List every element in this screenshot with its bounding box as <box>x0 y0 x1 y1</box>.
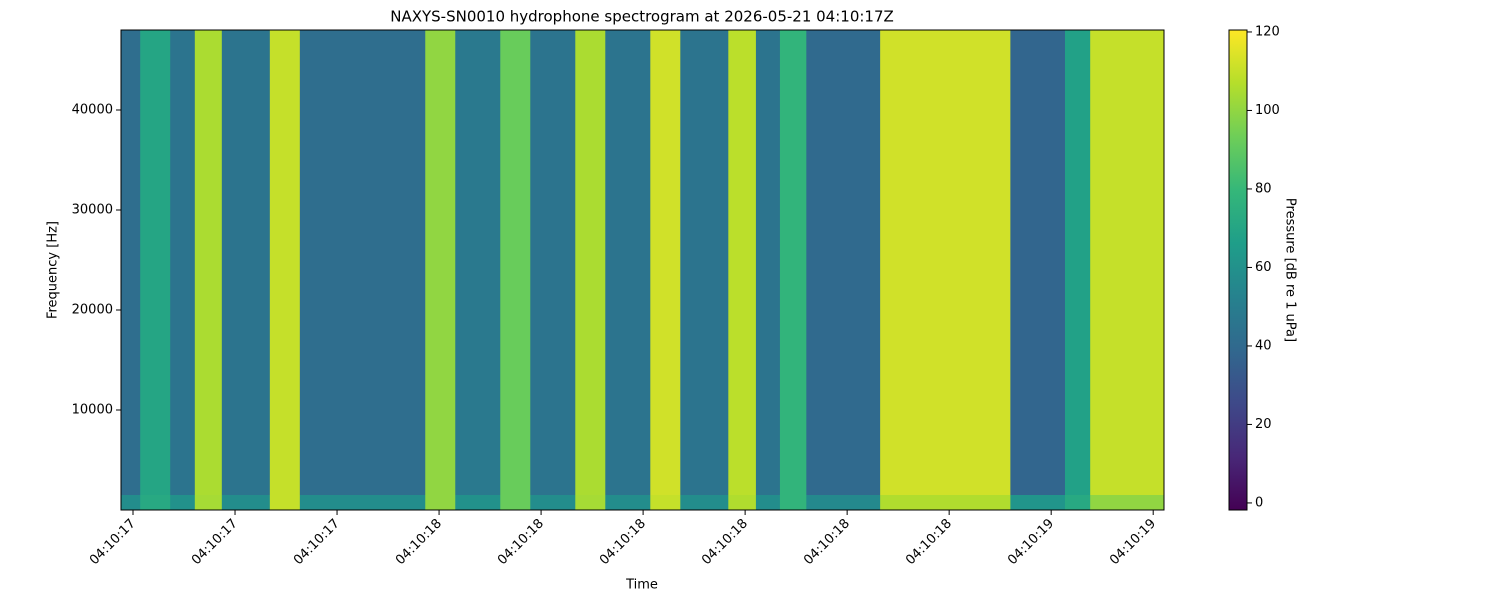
heatmap-cell <box>779 495 807 510</box>
heatmap-cell <box>728 30 757 495</box>
x-tick-label: 04:10:18 <box>393 516 445 568</box>
plot-frame <box>120 29 1165 511</box>
x-tick-label: 04:10:18 <box>699 516 751 568</box>
heatmap-cell <box>500 495 531 510</box>
heatmap-cell <box>755 495 781 510</box>
heatmap-cell <box>1064 30 1091 495</box>
heatmap-cell <box>455 495 501 510</box>
heatmap-cell <box>605 495 651 510</box>
heatmap-cell <box>680 495 729 510</box>
colorbar-label: Pressure [dB re 1 uPa] <box>1283 198 1298 342</box>
heatmap-cell <box>806 495 881 510</box>
heatmap-cell <box>299 495 426 510</box>
heatmap-cell <box>140 30 171 495</box>
heatmap-cell <box>530 30 576 495</box>
heatmap-cell <box>194 495 223 510</box>
x-tick-label: 04:10:17 <box>87 516 139 568</box>
heatmap-cell <box>650 30 681 495</box>
heatmap-cell <box>269 30 301 495</box>
heatmap-cell <box>170 30 196 495</box>
y-tick-label: 30000 <box>72 203 113 218</box>
heatmap-cell <box>121 30 141 495</box>
heatmap-cell <box>650 495 681 510</box>
heatmap-cell <box>1090 30 1165 495</box>
heatmap-cell <box>728 495 757 510</box>
colorbar-tick-label: 0 <box>1255 495 1263 510</box>
y-axis-label: Frequency [Hz] <box>46 221 61 319</box>
heatmap-cell <box>425 30 456 495</box>
heatmap-cell <box>530 495 576 510</box>
x-tick-label: 04:10:18 <box>903 516 955 568</box>
colorbar-tick-label: 20 <box>1255 417 1272 432</box>
colorbar-tick-label: 120 <box>1255 24 1280 39</box>
heatmap-cell <box>140 495 171 510</box>
x-tick-label: 04:10:18 <box>597 516 649 568</box>
heatmap-cell <box>779 30 807 495</box>
heatmap-cell <box>194 30 223 495</box>
heatmap-cell <box>680 30 729 495</box>
heatmap-cell <box>1090 495 1165 510</box>
heatmap-cell <box>880 495 1011 510</box>
x-axis-label: Time <box>625 578 658 593</box>
colorbar-tick-label: 100 <box>1255 103 1280 118</box>
colorbar <box>1228 29 1248 511</box>
heatmap-cell <box>1064 495 1091 510</box>
x-tick-label: 04:10:18 <box>495 516 547 568</box>
heatmap-cell <box>1010 30 1066 495</box>
heatmap-cell <box>170 495 196 510</box>
y-tick-label: 40000 <box>72 103 113 118</box>
heatmap-cell <box>425 495 456 510</box>
heatmap-cell <box>575 30 606 495</box>
colorbar-tick-label: 40 <box>1255 338 1272 353</box>
x-tick-label: 04:10:19 <box>1107 516 1159 568</box>
chart-title: NAXYS-SN0010 hydrophone spectrogram at 2… <box>390 8 894 26</box>
colorbar-tick-label: 80 <box>1255 181 1272 196</box>
heatmap-cell <box>880 30 1011 495</box>
x-tick-label: 04:10:18 <box>801 516 853 568</box>
heatmap-cell <box>806 30 881 495</box>
y-tick-label: 10000 <box>72 403 113 418</box>
heatmap-cell <box>221 30 271 495</box>
colorbar-tick-label: 60 <box>1255 260 1272 275</box>
y-tick-label: 20000 <box>72 303 113 318</box>
heatmap-cell <box>455 30 501 495</box>
heatmap-cell <box>121 495 141 510</box>
x-tick-label: 04:10:19 <box>1005 516 1057 568</box>
heatmap-cell <box>1010 495 1066 510</box>
heatmap-cell <box>500 30 531 495</box>
heatmap-cell <box>605 30 651 495</box>
heatmap-cell <box>575 495 606 510</box>
heatmap-cell <box>269 495 301 510</box>
heatmap-cell <box>299 30 426 495</box>
x-tick-label: 04:10:17 <box>189 516 241 568</box>
heatmap-cell <box>221 495 271 510</box>
heatmap-cell <box>755 30 781 495</box>
x-tick-label: 04:10:17 <box>291 516 343 568</box>
